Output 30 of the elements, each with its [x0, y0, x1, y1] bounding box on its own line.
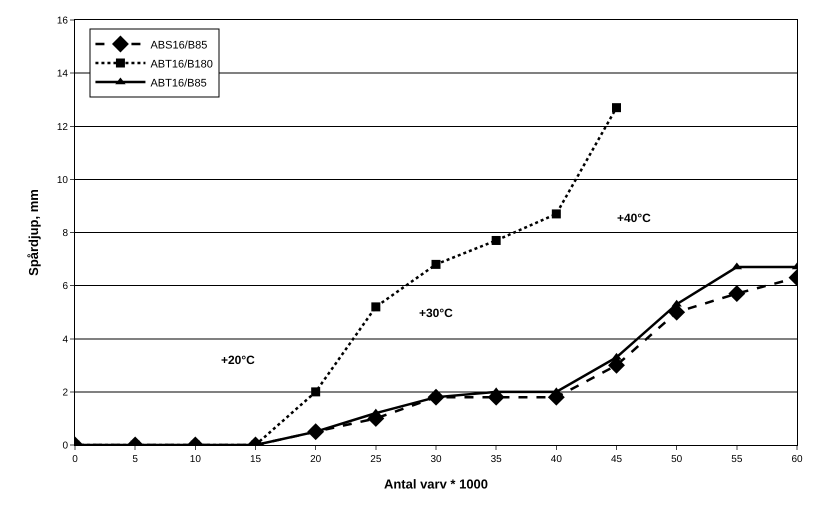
annotation: +20°C [221, 353, 256, 367]
x-tick-label: 20 [310, 454, 322, 465]
y-tick-label: 10 [56, 174, 68, 186]
x-tick-label: 60 [791, 454, 803, 465]
x-tick-label: 10 [190, 454, 202, 465]
annotation: +40°C [617, 211, 652, 225]
x-axis-title: Antal varv * 1000 [384, 476, 488, 492]
y-axis-title: Spårdjup, mm [26, 189, 41, 276]
legend-label: ABS16/B85 [150, 39, 208, 52]
y-tick-label: 2 [62, 387, 68, 398]
x-tick-label: 0 [72, 454, 78, 465]
x-tick-label: 30 [430, 454, 442, 465]
x-tick-label: 55 [731, 454, 743, 465]
y-tick-label: 6 [62, 281, 68, 292]
y-tick-label: 4 [62, 334, 68, 346]
y-tick-label: 12 [56, 122, 68, 133]
x-tick-label: 15 [250, 454, 262, 465]
legend-label: ABT16/B180 [150, 58, 213, 70]
y-tick-label: 16 [56, 16, 68, 26]
annotation: +30°C [419, 306, 454, 320]
y-tick-label: 8 [62, 228, 68, 239]
y-tick-label: 0 [62, 440, 68, 452]
x-tick-label: 25 [370, 454, 382, 465]
x-tick-label: 5 [132, 454, 138, 465]
x-tick-label: 35 [490, 454, 502, 465]
x-tick-label: 45 [610, 454, 622, 465]
y-tick-label: 14 [56, 68, 68, 80]
legend-label: ABT16/B85 [150, 77, 207, 90]
x-tick-label: 50 [671, 454, 683, 465]
x-tick-label: 40 [550, 454, 562, 465]
